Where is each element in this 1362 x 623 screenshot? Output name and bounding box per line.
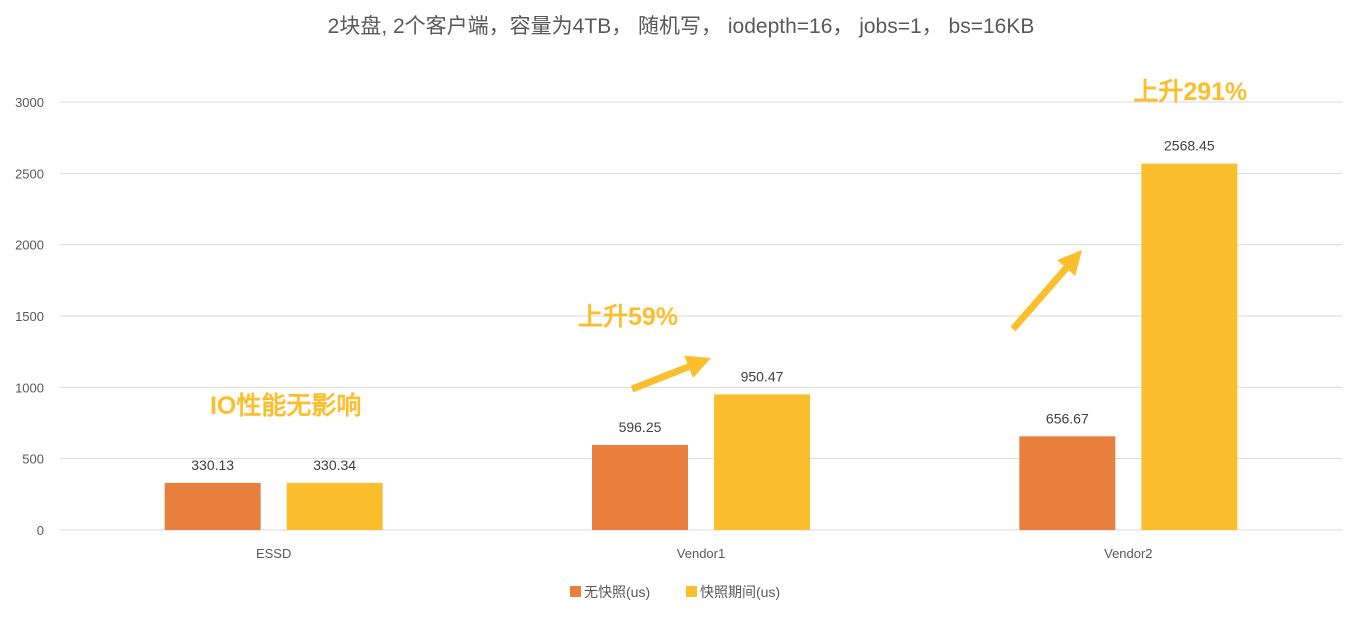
annotations: IO性能无影响 上升59% 上升291% [210,78,1247,420]
data-label: 596.25 [619,419,662,435]
bars [164,163,1238,530]
data-labels: 330.13 330.34 596.25 950.47 656.67 2568.45 [191,138,1215,473]
annotation-label: 上升291% [1133,78,1247,106]
legend-swatch [686,586,697,597]
x-tick-label: Vendor2 [1104,546,1152,561]
data-label: 330.34 [313,457,356,473]
bar [286,482,383,530]
legend-label: 快照期间(us) [700,584,780,600]
y-axis-ticks: 0 500 1000 1500 2000 2500 3000 [15,95,44,538]
arrow-head [684,355,711,378]
arrow-shaft [630,363,690,393]
annotation-label: 上升59% [578,303,678,331]
data-label: 330.13 [191,457,234,473]
y-tick-label: 500 [22,452,44,467]
x-axis-ticks: ESSD Vendor1 Vendor2 [256,546,1153,561]
y-tick-label: 2500 [15,166,44,181]
legend-label: 无快照(us) [584,584,650,600]
data-label: 2568.45 [1164,138,1215,154]
bar [164,482,261,530]
gridlines [60,101,1342,531]
chart-title: 2块盘, 2个客户端，容量为4TB， 随机写， iodepth=16， jobs… [328,15,1035,38]
y-tick-label: 3000 [15,95,44,110]
y-tick-label: 1500 [15,309,44,324]
y-tick-label: 0 [37,523,44,538]
data-label: 950.47 [741,368,784,384]
bar [592,444,688,530]
arrow-head [1057,250,1082,276]
annotation-label: IO性能无影响 [210,391,361,420]
legend: 无快照(us) 快照期间(us) [570,584,780,600]
trend-arrows [630,250,1082,393]
y-tick-label: 1000 [15,380,44,395]
bar [1019,436,1116,530]
arrow-shaft [1010,265,1069,332]
legend-swatch [570,586,581,597]
data-label: 656.67 [1046,410,1089,426]
bar [1141,163,1238,530]
x-tick-label: Vendor1 [677,546,725,561]
y-tick-label: 2000 [15,238,44,253]
x-tick-label: ESSD [256,546,291,561]
bar [714,394,810,530]
